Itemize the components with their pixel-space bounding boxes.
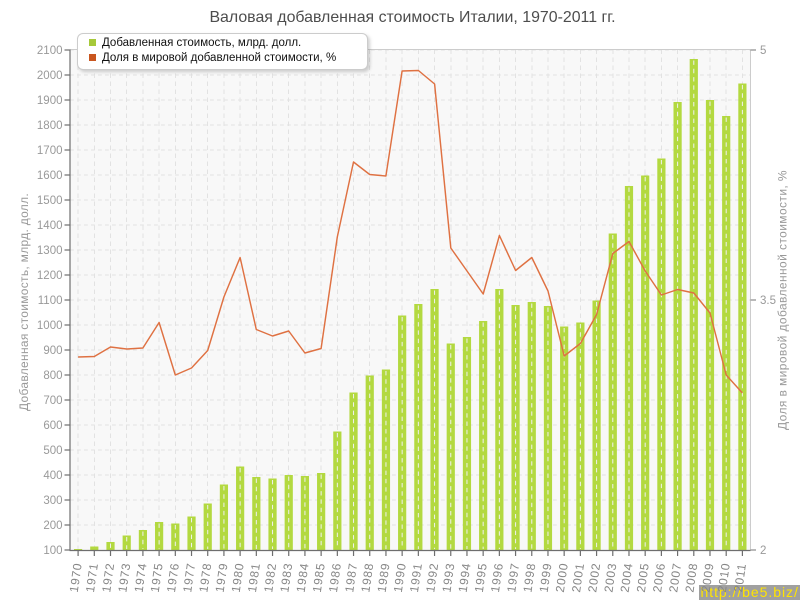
svg-text:2011: 2011 (731, 562, 749, 593)
svg-text:700: 700 (43, 395, 62, 407)
svg-text:200: 200 (43, 520, 62, 532)
svg-text:2: 2 (760, 545, 766, 557)
svg-text:1986: 1986 (326, 562, 344, 594)
svg-text:5: 5 (760, 45, 766, 57)
svg-text:1991: 1991 (407, 562, 425, 594)
svg-text:1982: 1982 (261, 562, 279, 594)
svg-text:1800: 1800 (37, 120, 63, 132)
svg-text:1700: 1700 (37, 145, 63, 157)
svg-text:1988: 1988 (358, 562, 376, 594)
svg-text:2100: 2100 (37, 45, 63, 57)
svg-text:Доля в мировой добавленной сто: Доля в мировой добавленной стоимости, % (776, 170, 790, 430)
svg-text:1996: 1996 (488, 562, 506, 594)
svg-text:1400: 1400 (37, 220, 63, 232)
svg-text:2001: 2001 (569, 562, 587, 594)
svg-text:1976: 1976 (164, 562, 182, 594)
svg-text:2007: 2007 (666, 562, 684, 594)
svg-text:1970: 1970 (67, 562, 85, 594)
svg-text:Добавленная стоимость, млрд. д: Добавленная стоимость, млрд. долл. (17, 193, 31, 411)
svg-text:2008: 2008 (682, 562, 700, 594)
svg-text:1979: 1979 (213, 562, 231, 594)
svg-text:1997: 1997 (504, 562, 522, 594)
svg-text:1978: 1978 (196, 562, 214, 594)
svg-text:1971: 1971 (83, 562, 101, 594)
svg-text:1990: 1990 (391, 562, 409, 594)
svg-text:1998: 1998 (520, 562, 538, 594)
svg-text:1972: 1972 (99, 562, 117, 594)
svg-text:800: 800 (43, 370, 62, 382)
svg-text:2003: 2003 (601, 562, 619, 594)
svg-text:1995: 1995 (472, 562, 490, 594)
svg-text:2005: 2005 (634, 562, 652, 594)
svg-text:1980: 1980 (229, 562, 247, 594)
svg-text:1900: 1900 (37, 95, 63, 107)
svg-text:1993: 1993 (439, 562, 457, 594)
svg-text:100: 100 (43, 545, 62, 557)
svg-text:900: 900 (43, 345, 62, 357)
svg-text:1989: 1989 (375, 562, 393, 594)
svg-text:1977: 1977 (180, 562, 198, 594)
svg-text:1100: 1100 (38, 295, 63, 307)
svg-text:1200: 1200 (37, 270, 63, 282)
svg-text:2010: 2010 (715, 562, 733, 594)
svg-text:1985: 1985 (310, 562, 328, 594)
svg-text:2009: 2009 (699, 562, 717, 594)
svg-text:1981: 1981 (245, 562, 263, 594)
svg-text:1984: 1984 (294, 562, 312, 594)
svg-text:2000: 2000 (553, 562, 571, 594)
svg-text:1983: 1983 (277, 562, 295, 594)
svg-text:1973: 1973 (115, 562, 133, 594)
svg-text:2004: 2004 (618, 562, 636, 594)
svg-text:400: 400 (43, 470, 62, 482)
svg-text:1994: 1994 (456, 562, 474, 594)
svg-text:300: 300 (43, 495, 62, 507)
svg-text:1500: 1500 (37, 195, 63, 207)
svg-text:2000: 2000 (37, 70, 63, 82)
svg-text:1600: 1600 (37, 170, 63, 182)
svg-text:2006: 2006 (650, 562, 668, 594)
svg-text:600: 600 (43, 420, 62, 432)
svg-text:500: 500 (43, 445, 62, 457)
svg-text:1000: 1000 (37, 320, 63, 332)
svg-text:1974: 1974 (132, 562, 150, 594)
svg-text:2002: 2002 (585, 562, 603, 594)
svg-text:1300: 1300 (37, 245, 63, 257)
svg-text:1975: 1975 (148, 562, 166, 594)
svg-text:1999: 1999 (537, 562, 555, 594)
svg-text:1992: 1992 (423, 562, 441, 594)
svg-text:1987: 1987 (342, 562, 360, 594)
svg-text:3.5: 3.5 (760, 295, 776, 307)
